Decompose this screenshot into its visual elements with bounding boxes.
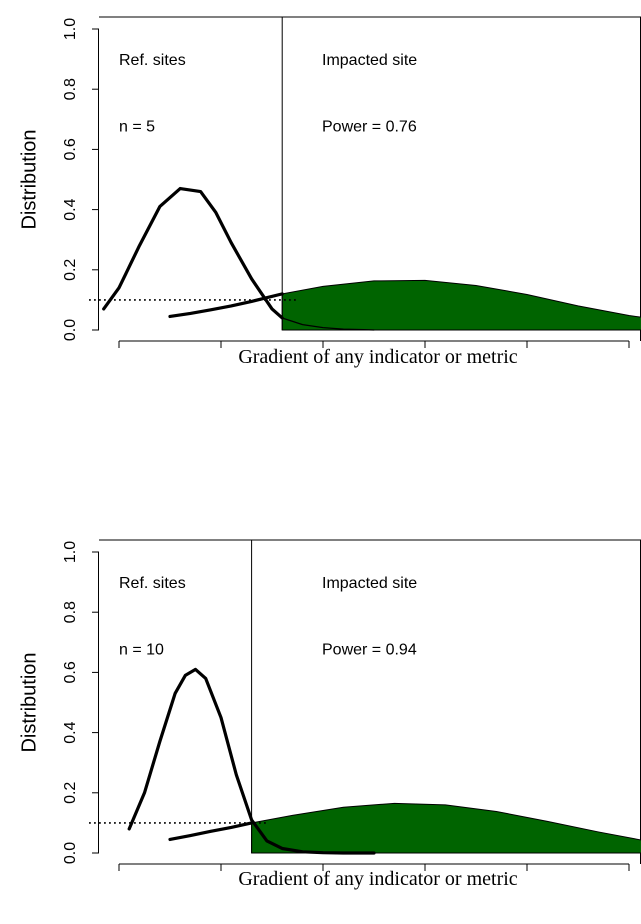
y-tick-label: 0.0: [62, 842, 79, 864]
impacted-curve: [168, 292, 284, 319]
y-tick-label: 0.8: [62, 78, 79, 100]
y-tick-label: 1.0: [62, 541, 79, 563]
annotation-power: Power = 0.94: [322, 641, 417, 658]
power-area: [281, 279, 641, 331]
y-tick-label: 1.0: [62, 18, 79, 40]
reference-curve: [127, 667, 376, 855]
y-axis-label: Distribution: [18, 652, 40, 752]
y-tick-label: 0.4: [62, 198, 79, 220]
y-tick-label: 0.8: [62, 601, 79, 623]
y-tick-label: 0.6: [62, 138, 79, 160]
power-area: [251, 802, 641, 854]
x-axis-label: Gradient of any indicator or metric: [238, 868, 517, 890]
annotation-impacted-site: Impacted site: [322, 575, 417, 592]
annotation-ref-sites: Ref. sites: [119, 52, 186, 69]
y-tick-label: 0.6: [62, 661, 79, 683]
reference-curve: [102, 186, 284, 320]
y-tick-label: 0.0: [62, 319, 79, 341]
annotation-impacted-site: Impacted site: [322, 52, 417, 69]
y-tick-label: 0.2: [62, 259, 79, 281]
chart-panel-1: 0.0 0.2 0.4 0.6 0.8 1.0 Distribution Gradient o…: [18, 16, 641, 368]
annotation-power: Power = 0.76: [322, 118, 417, 135]
annotation-n: n = 10: [119, 641, 164, 658]
chart-panel-2: 0.0 0.2 0.4 0.6 0.8 1.0 Distribution Gradient o…: [18, 539, 641, 890]
y-tick-label: 0.2: [62, 782, 79, 804]
annotation-ref-sites: Ref. sites: [119, 575, 186, 592]
reference-tail-curve: [281, 317, 375, 331]
impacted-curve: [168, 821, 254, 842]
x-axis-label: Gradient of any indicator or metric: [238, 346, 517, 368]
annotation-n: n = 5: [119, 118, 155, 135]
y-tick-label: 0.4: [62, 721, 79, 743]
y-axis-label: Distribution: [18, 129, 40, 229]
